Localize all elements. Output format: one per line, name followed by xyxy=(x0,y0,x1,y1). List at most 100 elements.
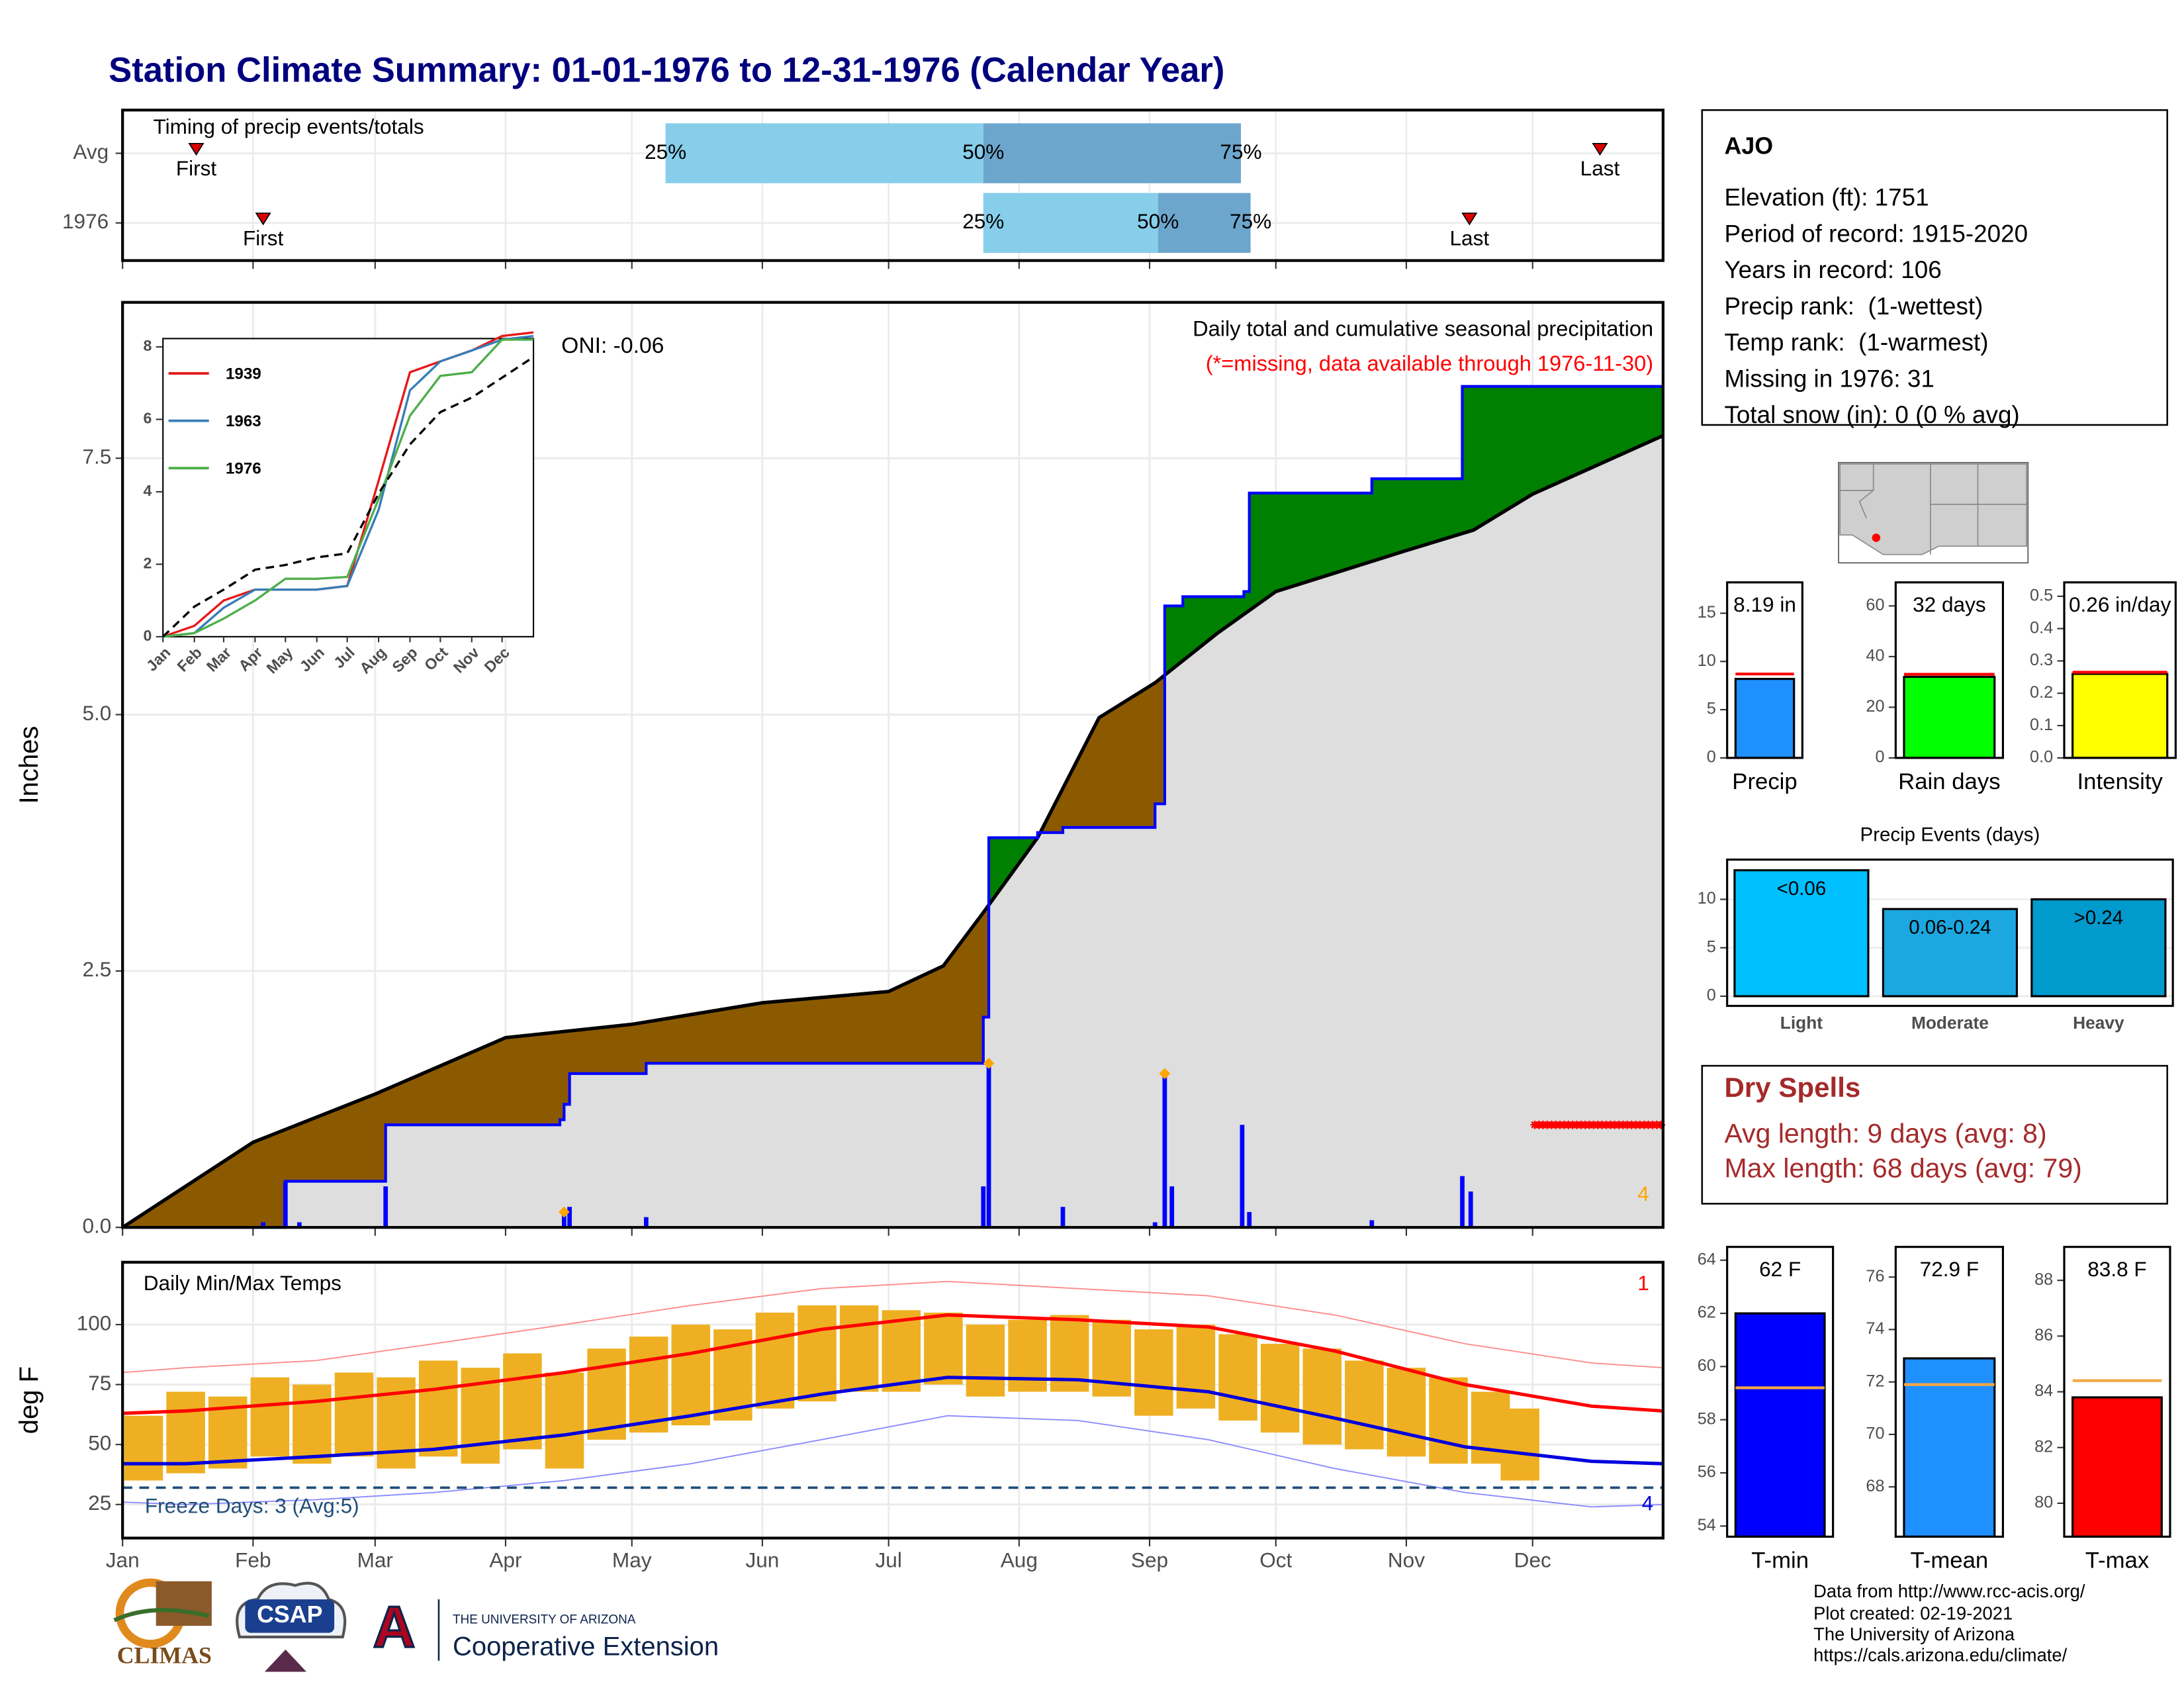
y-tick-label: 86 xyxy=(2034,1326,2053,1344)
freeze-label: Freeze Days: 3 (Avg:5) xyxy=(145,1494,359,1518)
chart-title: Daily total and cumulative seasonal prec… xyxy=(1193,316,1653,340)
daily-precip-bar xyxy=(1460,1176,1465,1228)
daily-temp-bar xyxy=(1008,1319,1047,1392)
panel-frame xyxy=(121,301,1664,1229)
bar-frame xyxy=(1726,858,2174,1008)
y-tick-label: 50 xyxy=(88,1431,111,1455)
info-line: Period of record: 1915-2020 xyxy=(1724,220,2028,247)
missing-marker xyxy=(1623,1120,1632,1129)
y-tick-label: 80 xyxy=(2034,1493,2053,1512)
missing-marker xyxy=(1653,1120,1661,1129)
daily-precip-bar xyxy=(981,1186,986,1228)
missing-marker xyxy=(1555,1120,1565,1129)
y-tick-label: 60 xyxy=(1698,1356,1716,1375)
missing-marker xyxy=(1547,1120,1556,1129)
y-tick-label: 0.2 xyxy=(2030,683,2053,702)
y-tick-label: 62 xyxy=(1698,1303,1716,1322)
normal-max-line xyxy=(122,1313,1664,1415)
y-tick-label: 5 xyxy=(1707,937,1716,956)
x-tick-label: Nov xyxy=(1388,1548,1425,1572)
daily-precip-bar xyxy=(261,1222,265,1228)
daily-precip-bar xyxy=(1152,1222,1158,1228)
category-label: Light xyxy=(1780,1013,1823,1033)
y-tick-label: 0 xyxy=(144,627,152,644)
y-tick-label: 40 xyxy=(1866,647,1884,665)
legend-label: 1939 xyxy=(226,365,261,383)
value-label: 83.8 F xyxy=(2087,1257,2146,1281)
y-tick-label: Avg xyxy=(73,140,109,164)
daily-temp-bar xyxy=(1429,1377,1468,1464)
y-tick-label: 10 xyxy=(1698,651,1716,670)
bar-frame xyxy=(2063,1246,2171,1538)
category-label: Intensity xyxy=(2077,769,2163,794)
y-tick-label: 88 xyxy=(2034,1270,2053,1289)
first-label: First xyxy=(243,226,284,250)
value-label: 62 F xyxy=(1759,1257,1801,1281)
missing-marker xyxy=(1598,1120,1606,1129)
daily-temp-bar xyxy=(293,1384,332,1464)
daily-precip-bar xyxy=(1240,1125,1245,1228)
logo-box xyxy=(365,1602,424,1658)
category-label: Rain days xyxy=(1898,769,2000,794)
info-line: Elevation (ft): 1751 xyxy=(1724,184,1929,211)
panel-frame xyxy=(121,109,1664,262)
panel-frame xyxy=(121,1260,1664,1540)
y-tick-label: 84 xyxy=(2034,1382,2053,1400)
top-note: 1 xyxy=(1637,1271,1649,1295)
y-axis-label: deg F xyxy=(15,1366,44,1434)
daily-temp-bar xyxy=(671,1325,711,1426)
map-states xyxy=(1839,463,2028,555)
chart-subtitle: (*=missing, data available through 1976-… xyxy=(1206,351,1653,375)
locator-map xyxy=(1838,461,2029,564)
x-tick-label: Oct xyxy=(1259,1548,1292,1572)
y-tick-label: 2 xyxy=(144,554,152,571)
first-label: First xyxy=(176,156,217,180)
logo-badge xyxy=(245,1599,335,1633)
footer-line: https://cals.arizona.edu/climate/ xyxy=(1813,1645,2067,1665)
missing-marker xyxy=(1639,1120,1649,1129)
y-tick-label: 2.5 xyxy=(83,957,112,981)
value-label: 72.9 F xyxy=(1920,1257,1979,1281)
daily-temp-bar xyxy=(124,1415,163,1481)
bar xyxy=(1903,675,1996,759)
daily-precip-bar xyxy=(1369,1220,1375,1228)
y-tick-label: 100 xyxy=(77,1311,112,1335)
bar-chart-title: Precip Events (days) xyxy=(1860,824,2040,846)
quartile-label: 75% xyxy=(1220,140,1261,164)
x-tick-label: Feb xyxy=(235,1548,271,1572)
missing-marker xyxy=(1576,1120,1586,1129)
legend-label: 1976 xyxy=(226,460,261,478)
logo-text: Cooperative Extension xyxy=(453,1632,719,1661)
missing-marker xyxy=(1534,1120,1543,1129)
info-line: Temp rank: (1-warmest) xyxy=(1724,329,1988,356)
bar xyxy=(2030,898,2167,998)
y-tick-label: 8 xyxy=(144,337,152,354)
y-tick-label: 25 xyxy=(88,1491,111,1515)
daily-precip-bar xyxy=(561,1211,567,1228)
missing-marker xyxy=(1560,1120,1569,1129)
page-title: Station Climate Summary: 01-01-1976 to 1… xyxy=(109,50,1224,89)
daily-precip-bar xyxy=(1468,1191,1473,1228)
logo-mountain xyxy=(264,1649,307,1672)
y-tick-label: 0 xyxy=(1707,748,1716,767)
dry-spells-title: Dry Spells xyxy=(1724,1072,1860,1103)
bar xyxy=(1734,678,1796,759)
info-box xyxy=(1701,109,2169,426)
x-tick-label: Apr xyxy=(489,1548,522,1572)
dry-spells-box xyxy=(1701,1064,2169,1205)
x-tick-label: Jan xyxy=(106,1548,140,1572)
bar xyxy=(1882,908,2019,998)
bar xyxy=(1734,1312,1826,1538)
logo-climas: CLIMAS xyxy=(113,1578,212,1669)
missing-marker xyxy=(1551,1120,1561,1129)
y-tick-label: 5.0 xyxy=(83,701,112,725)
inset-average-line xyxy=(162,355,534,638)
missing-marker xyxy=(1644,1120,1653,1129)
y-tick-label: 74 xyxy=(1866,1319,1884,1338)
first-marker xyxy=(188,142,205,156)
last-label: Last xyxy=(1580,156,1620,180)
missing-marker xyxy=(1564,1120,1573,1129)
y-tick-label: 68 xyxy=(1866,1477,1884,1495)
quartile-bar xyxy=(665,123,983,183)
